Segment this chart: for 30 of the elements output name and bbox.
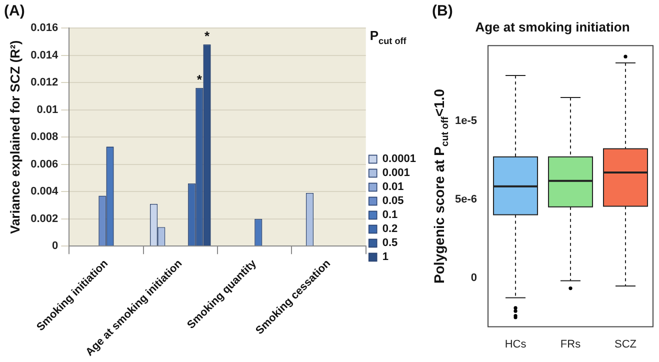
x-tick-label: FRs [560, 338, 582, 350]
y-tick-label: 0.012 [30, 76, 58, 89]
legend-label: 0.0001 [382, 153, 416, 166]
y-axis-title: Polygenic score at Pcut off<1.0 [431, 88, 452, 284]
legend-label: 0.01 [382, 181, 404, 194]
y-tick-label: 0 [52, 240, 58, 252]
y-tick-label: 0.006 [30, 158, 58, 170]
text: (A) [4, 2, 25, 20]
chart-title: Age at smoking initiation [475, 19, 630, 34]
y-axis-title: Variance explained for SCZ (R²) [7, 40, 22, 234]
legend-label: 1 [382, 251, 388, 264]
data-label: * [204, 28, 210, 44]
legend-label: 0.5 [382, 237, 398, 250]
y-tick-label: 5e-6 [454, 194, 478, 206]
y-tick-label: 0.008 [30, 131, 58, 144]
y-tick-label: 0.016 [30, 22, 58, 34]
y-tick-label: 0 [470, 272, 478, 284]
y-tick-label: 0.002 [30, 212, 58, 225]
y-tick-label: 0.014 [30, 49, 60, 62]
x-tick-label: SCZ [614, 338, 637, 350]
legend-label: 0.1 [382, 209, 398, 222]
y-tick-label: 1e-5 [454, 115, 478, 128]
x-tick-label: HCs [504, 338, 527, 350]
legend-label: 0.05 [382, 195, 404, 208]
y-tick-label: 0.004 [30, 186, 60, 198]
y-tick-label: 0.01 [36, 104, 58, 116]
data-label: * [196, 72, 203, 88]
legend-label: 0.2 [382, 223, 398, 236]
text: (B) [432, 2, 453, 20]
legend-label: 0.001 [382, 167, 410, 180]
